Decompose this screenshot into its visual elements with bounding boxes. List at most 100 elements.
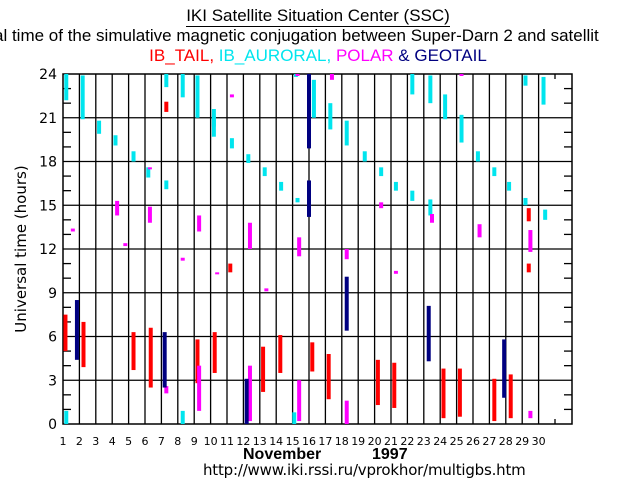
bar-segment-ib-tail	[457, 368, 462, 417]
bar-segment-polar	[247, 222, 252, 249]
x-tick-label: 18	[335, 435, 349, 448]
x-tick-label: 27	[482, 435, 496, 448]
y-tick-label: 3	[48, 373, 57, 389]
bar-segment-ib-tail	[526, 263, 531, 273]
bar-segment-ib-auroral	[211, 116, 216, 137]
x-tick-label: 17	[318, 435, 332, 448]
bar-segment-ib-auroral	[180, 410, 185, 424]
bar-segment-polar	[247, 365, 252, 422]
x-tick-label: 26	[466, 435, 480, 448]
source-url[interactable]: http://www.iki.rssi.ru/vprokhor/multigbs…	[203, 461, 526, 479]
bar-segment-ib-auroral	[443, 94, 448, 120]
bar-segment-polar	[295, 74, 300, 76]
bar-segment-geotail	[344, 276, 349, 331]
bar-segment-ib-tail	[526, 208, 531, 222]
bar-segment-ib-auroral	[292, 412, 297, 424]
bar-segment-ib-auroral	[410, 74, 415, 95]
bar-segment-ib-auroral	[523, 75, 528, 86]
x-tick-label: 11	[220, 435, 234, 448]
x-tick-label: 28	[499, 435, 513, 448]
bar-segment-polar	[379, 202, 384, 209]
x-tick-label: 4	[109, 435, 116, 448]
legend-item: IB_TAIL,	[149, 46, 215, 65]
bar-segment-ib-auroral	[459, 114, 464, 143]
bar-segment-ib-tail	[492, 378, 497, 422]
bar-segment-ib-tail	[195, 339, 200, 384]
bar-segment-ib-auroral	[362, 151, 367, 162]
bar-segment-polar	[70, 228, 75, 232]
bar-segment-ib-auroral	[229, 138, 234, 149]
x-tick-label: 22	[400, 435, 414, 448]
bar-segment-geotail	[162, 332, 167, 388]
bar-segment-ib-tail	[148, 327, 153, 388]
bar-segment-polar	[528, 230, 533, 252]
bar-segment-ib-auroral	[428, 199, 433, 216]
x-tick-label: 9	[191, 435, 198, 448]
x-tick-label: 21	[384, 435, 398, 448]
y-tick-label: 18	[39, 155, 57, 171]
bar-segment-ib-auroral	[523, 197, 528, 206]
bar-segment-ib-tail	[310, 342, 315, 372]
chart-subtitle: al time of the simulative magnetic conju…	[0, 26, 599, 45]
y-tick-label: 6	[48, 330, 57, 346]
bar-segment-ib-tail	[81, 321, 86, 368]
bar-segment-polar	[393, 270, 398, 274]
bar-segment-ib-tail	[212, 332, 217, 373]
x-tick-label: 15	[286, 435, 300, 448]
bar-segment-polar	[197, 365, 202, 411]
bar-segment-polar	[123, 243, 128, 247]
y-tick-label: 0	[48, 417, 57, 433]
x-tick-label: 2	[76, 435, 83, 448]
bar-segment-ib-auroral	[131, 151, 136, 162]
x-tick-label: 10	[204, 435, 218, 448]
bar-segment-geotail	[307, 74, 311, 149]
bar-segment-polar	[115, 200, 120, 216]
page-title: IKI Satellite Situation Center (SSC)	[0, 6, 636, 27]
bar-segment-polar	[329, 74, 334, 80]
x-tick-label: 24	[433, 435, 447, 448]
bar-segment-ib-auroral	[262, 167, 267, 177]
bar-segment-ib-tail	[278, 335, 283, 373]
x-axis-month-label: November	[243, 446, 322, 463]
bar-segment-ib-auroral	[246, 154, 251, 163]
title-text: IKI Satellite Situation Center (SSC)	[186, 6, 450, 27]
bar-segment-ib-auroral	[180, 74, 185, 98]
bar-segment-polar	[164, 386, 169, 394]
bar-segment-ib-auroral	[64, 74, 69, 101]
bar-segment-ib-auroral	[393, 181, 398, 191]
x-tick-label: 14	[269, 435, 283, 448]
bar-segment-polar	[344, 400, 349, 424]
bar-segment-polar	[147, 206, 152, 223]
legend-item: IB_AURORAL,	[214, 46, 332, 65]
bar-segment-polar	[197, 215, 202, 232]
x-tick-label: 16	[302, 435, 316, 448]
x-tick-label: 25	[450, 435, 464, 448]
x-tick-label: 7	[158, 435, 165, 448]
bar-segment-ib-tail	[392, 362, 397, 408]
bar-segment-ib-auroral	[541, 76, 546, 105]
x-tick-label: 30	[532, 435, 546, 448]
bar-segment-polar	[147, 167, 152, 170]
bar-segment-ib-tail	[261, 346, 266, 392]
bar-segment-ib-tail	[441, 368, 446, 419]
bar-segment-polar	[297, 380, 302, 422]
bar-segment-ib-auroral	[64, 410, 69, 424]
bar-segment-ib-auroral	[311, 79, 316, 118]
bar-segment-ib-auroral	[279, 181, 284, 191]
x-tick-label: 5	[125, 435, 132, 448]
bar-segment-ib-auroral	[146, 167, 151, 178]
bar-segment-ib-auroral	[379, 167, 384, 177]
bar-segment-ib-tail	[131, 332, 136, 371]
legend: IB_TAIL, IB_AURORAL, POLAR & GEOTAIL	[0, 46, 636, 66]
bar-segment-ib-tail	[63, 314, 68, 352]
bar-segment-ib-auroral	[507, 181, 512, 191]
x-tick-label: 6	[142, 435, 149, 448]
bar-segment-polar	[215, 272, 220, 275]
bar-segment-ib-tail	[228, 263, 233, 273]
bar-segment-geotail	[244, 378, 249, 424]
y-tick-label: 24	[39, 67, 57, 83]
y-tick-label: 21	[39, 111, 57, 127]
bar-segment-geotail	[307, 180, 311, 217]
bar-segment-polar	[229, 94, 234, 98]
x-tick-label: 1	[60, 435, 67, 448]
